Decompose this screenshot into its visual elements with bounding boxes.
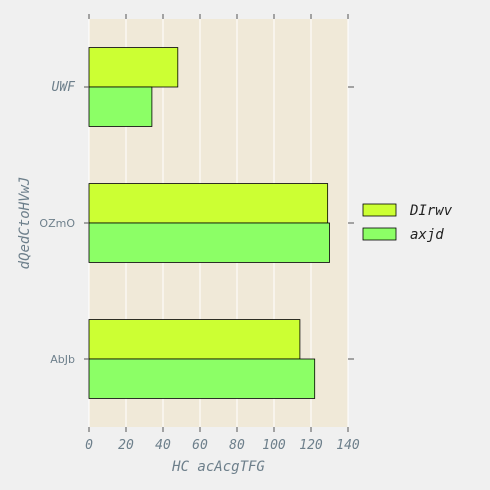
- x-tick-label: 140: [336, 438, 360, 453]
- legend-label-DIrwv: DIrwv: [409, 203, 453, 219]
- bar-axjd-UWF: [88, 86, 153, 127]
- x-tick-label: 0: [85, 438, 93, 453]
- y-tick-label: AbJb: [50, 353, 75, 366]
- x-tick-labels: 0 20 40 60 80 100 120 140: [85, 438, 360, 453]
- bar-DIrwv-AbJb: [88, 319, 301, 360]
- legend-swatch-DIrwv: [362, 203, 397, 217]
- y-tick-label: UWF: [52, 80, 77, 95]
- y-tick-label: OZmO: [39, 217, 75, 230]
- x-tick-label: 120: [299, 438, 323, 453]
- legend-swatch-axjd: [362, 227, 397, 241]
- x-tick-label: 60: [192, 438, 208, 453]
- bar-axjd-OZmO: [88, 222, 330, 263]
- y-axis-label: dQedCtoHVwJ: [17, 177, 33, 270]
- y-tick-labels: UWF OZmO AbJb: [39, 80, 76, 366]
- bar-axjd-AbJb: [88, 358, 316, 399]
- x-tick-label: 40: [155, 438, 171, 453]
- x-axis-label: HC acAcgTFG: [171, 459, 265, 475]
- bar-DIrwv-UWF: [88, 47, 179, 88]
- legend-label-axjd: axjd: [410, 227, 444, 243]
- x-tick-label: 100: [262, 438, 286, 453]
- bar-DIrwv-OZmO: [88, 183, 329, 224]
- bars: [88, 47, 330, 399]
- axis-ticks: [84, 14, 354, 432]
- x-tick-label: 80: [229, 438, 245, 453]
- legend: DIrwv axjd: [362, 203, 453, 243]
- x-tick-label: 20: [118, 438, 134, 453]
